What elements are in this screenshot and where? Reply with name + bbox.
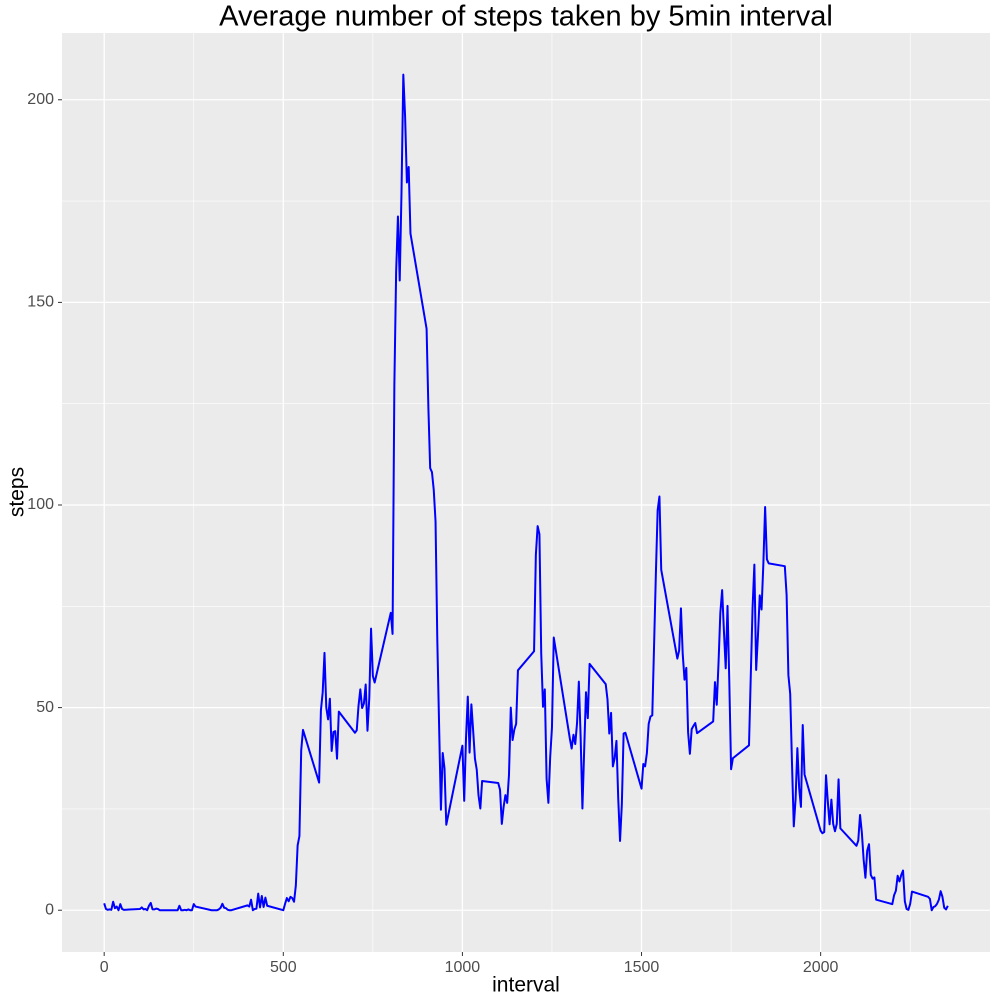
- y-tick-label: 100: [27, 496, 54, 513]
- x-tick-label: 1000: [445, 959, 481, 976]
- y-tick-label: 0: [45, 901, 54, 918]
- y-axis-label: steps: [6, 467, 29, 517]
- y-tick-label: 50: [36, 699, 54, 716]
- chart-title: Average number of steps taken by 5min in…: [219, 1, 833, 33]
- line: [103, 73, 949, 912]
- y-tick-label: 200: [27, 91, 54, 108]
- marks: [103, 73, 949, 912]
- panel: [62, 33, 990, 952]
- grid: [62, 33, 990, 952]
- x-tick-label: 1500: [624, 959, 660, 976]
- x-tick-label: 0: [100, 959, 109, 976]
- x-tick-label: 2000: [803, 959, 839, 976]
- y-tick-label: 150: [27, 294, 54, 311]
- x-axis-label: interval: [492, 974, 560, 997]
- x-tick-label: 500: [270, 959, 297, 976]
